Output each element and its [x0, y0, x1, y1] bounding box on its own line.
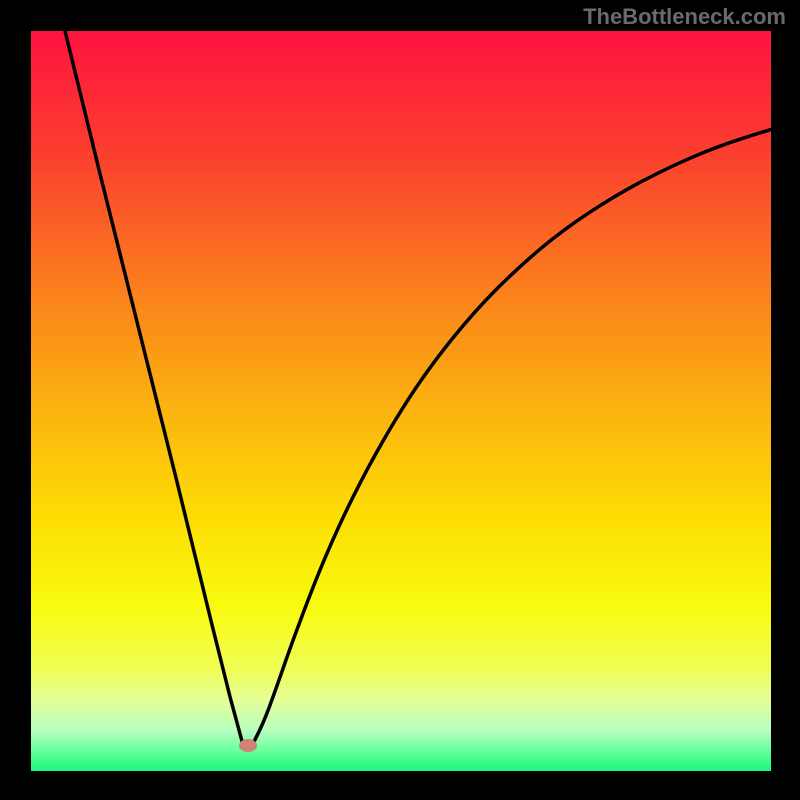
plot-area — [31, 31, 771, 771]
bottleneck-chart: TheBottleneck.com — [0, 0, 800, 800]
curve-svg — [31, 31, 771, 771]
watermark-label: TheBottleneck.com — [583, 4, 786, 30]
